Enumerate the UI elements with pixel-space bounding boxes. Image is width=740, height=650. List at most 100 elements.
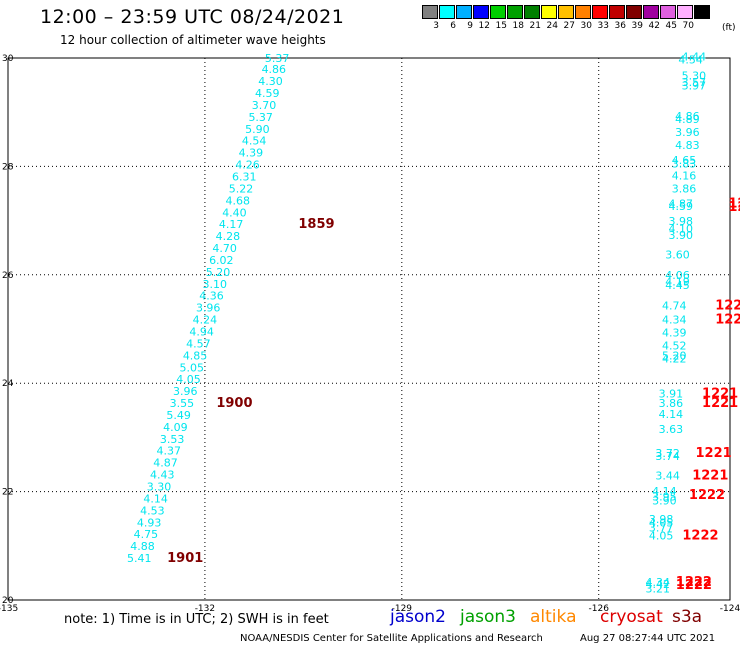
track1-swh-label: 4.93 xyxy=(137,516,162,529)
track2-swh-label: 4.86 xyxy=(675,110,700,123)
track1-swh-label: 3.70 xyxy=(252,99,277,112)
track2-swh-label: 4.06 xyxy=(665,269,690,282)
color-swatch-7 xyxy=(541,5,557,19)
footer-center: NOAA/NESDIS Center for Satellite Applica… xyxy=(240,633,543,644)
track2-time-label: 1222 xyxy=(676,575,712,590)
track2-swh-label: 3.74 xyxy=(655,450,680,463)
track2-swh-label: 3.21 xyxy=(646,582,671,595)
legend-altika: altika xyxy=(530,607,577,627)
color-scale: 3 6 9 12 15 18 21 24 27 30 33 36 39 42 45 70 (ft) xyxy=(422,5,736,33)
track1-swh-label: 3.30 xyxy=(147,481,172,494)
track2-swh-label: 3.86 xyxy=(672,182,697,195)
track2-swh-label: 4.52 xyxy=(662,340,687,353)
track1-swh-label: 4.40 xyxy=(222,206,247,219)
track2-swh-label: 3.95 xyxy=(652,490,677,503)
track2-swh-label: 3.60 xyxy=(665,249,690,262)
track1-swh-label: 4.59 xyxy=(255,87,280,100)
track1-swh-label: 4.85 xyxy=(183,349,208,362)
track2-time-label: 1222 xyxy=(682,528,718,543)
track2-time-label: 1222 xyxy=(676,578,712,593)
track1-swh-label: 5.22 xyxy=(229,182,254,195)
track1-swh-label: 6.31 xyxy=(232,170,257,183)
track1-swh-label: 4.26 xyxy=(235,159,260,172)
track2-swh-label: 4.42 xyxy=(646,578,671,591)
legend-jason2: jason2 xyxy=(390,607,446,627)
track2-swh-label: 3.44 xyxy=(655,470,680,483)
track2-swh-label: 4.34 xyxy=(662,314,687,327)
track1-swh-label: 4.24 xyxy=(193,314,218,327)
track2-swh-label: 3.98 xyxy=(649,513,674,526)
track2-swh-label: 4.59 xyxy=(669,200,694,213)
track2-swh-label: 4.39 xyxy=(662,327,687,340)
track2-swh-label: 4.16 xyxy=(672,169,697,182)
track2-time-label: 1221 xyxy=(695,446,731,461)
track1-swh-label: 6.02 xyxy=(209,254,234,267)
color-swatch-11 xyxy=(609,5,625,19)
track1-swh-label: 4.39 xyxy=(239,147,264,160)
track2-swh-label: 4.22 xyxy=(662,353,687,366)
track1-swh-label: 5.20 xyxy=(206,266,231,279)
color-scale-label: 39 xyxy=(631,21,643,31)
track1-swh-label: 4.28 xyxy=(216,230,241,243)
x-tick-label: -124 xyxy=(720,604,740,614)
y-tick-label: 28 xyxy=(2,162,14,172)
track1-swh-label: 5.05 xyxy=(180,361,205,374)
track1-swh-label: 5.90 xyxy=(245,123,270,136)
track1-swh-label: 4.36 xyxy=(199,290,224,303)
track1-swh-label: 5.49 xyxy=(166,409,191,422)
color-scale-label: 42 xyxy=(648,21,660,31)
track2-swh-label: 3.97 xyxy=(682,79,707,92)
track2-swh-label: 4.83 xyxy=(675,139,700,152)
x-tick-label: -126 xyxy=(589,604,610,614)
track2-swh-label: 3.90 xyxy=(652,495,677,508)
track1-swh-label: 4.54 xyxy=(242,135,267,148)
color-scale-label: 3 xyxy=(433,21,439,31)
track2-swh-label: 4.05 xyxy=(649,529,674,542)
track1-swh-label: 4.30 xyxy=(258,75,283,88)
track2-swh-label: 3.63 xyxy=(659,423,684,436)
color-scale-label: 15 xyxy=(495,21,507,31)
track1-swh-label: 4.43 xyxy=(150,469,175,482)
chart-subtitle: 12 hour collection of altimeter wave hei… xyxy=(60,33,326,47)
color-scale-swatches xyxy=(422,5,711,19)
track2-swh-label: 4.89 xyxy=(675,113,700,126)
track1-swh-label: 3.96 xyxy=(196,302,221,315)
track2-swh-label: 3.57 xyxy=(682,76,707,89)
track2-swh-label: 4.05 xyxy=(649,516,674,529)
legend-cryosat: cryosat xyxy=(600,607,663,627)
track2-swh-label: 4.14 xyxy=(659,408,684,421)
track1-swh-label: 5.41 xyxy=(127,552,152,565)
track1-swh-label: 3.10 xyxy=(203,278,228,291)
track1-swh-label: 4.86 xyxy=(262,63,287,76)
x-tick-label: -135 xyxy=(0,604,18,614)
track2-swh-label: 4.87 xyxy=(669,198,694,211)
track1-swh-label: 4.09 xyxy=(163,421,188,434)
color-scale-label: 21 xyxy=(529,21,541,31)
color-swatch-5 xyxy=(507,5,523,19)
color-swatch-16 xyxy=(694,5,710,19)
color-scale-label: 6 xyxy=(450,21,456,31)
color-swatch-0 xyxy=(422,5,438,19)
track2-swh-label: 4.34 xyxy=(646,576,671,589)
track2-swh-label: 3.83 xyxy=(672,157,697,170)
track1-swh-label: 5.37 xyxy=(265,52,290,65)
track2-time-label: 1221 xyxy=(715,298,740,313)
track2-time-label: 1221 xyxy=(715,313,740,328)
track1-swh-label: 4.75 xyxy=(134,528,159,541)
track1-time-label: 1900 xyxy=(216,396,252,411)
color-swatch-12 xyxy=(626,5,642,19)
color-scale-label: 12 xyxy=(478,21,490,31)
color-scale-label: 9 xyxy=(467,21,473,31)
track2-swh-label: 4.19 xyxy=(665,276,690,289)
track1-swh-label: 3.96 xyxy=(173,385,198,398)
footer-timestamp: Aug 27 08:27:44 UTC 2021 xyxy=(580,633,716,644)
track1-swh-label: 3.53 xyxy=(160,433,185,446)
color-scale-label: 27 xyxy=(563,21,575,31)
track2-swh-label: 4.54 xyxy=(678,53,703,66)
color-swatch-2 xyxy=(456,5,472,19)
track2-swh-label: 5.20 xyxy=(662,349,687,362)
track1-swh-label: 4.57 xyxy=(186,337,211,350)
legend-jason3: jason3 xyxy=(460,607,516,627)
track1-swh-label: 4.94 xyxy=(189,326,214,339)
